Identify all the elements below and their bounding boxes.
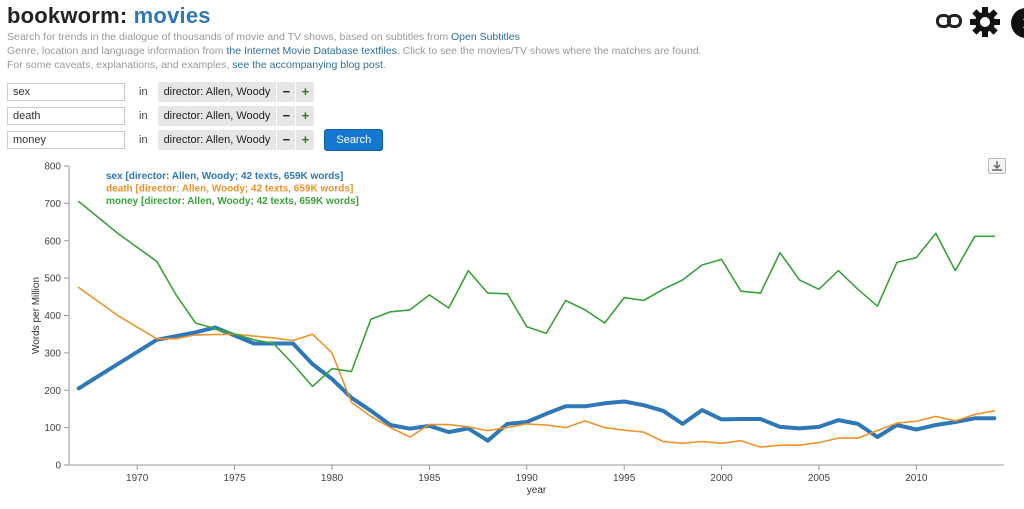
gear-icon[interactable] [969,6,1001,38]
blog-post-link[interactable]: see the accompanying blog post [232,59,383,71]
x-tick-label: 2010 [905,473,928,484]
y-tick-label: 300 [44,348,61,359]
search-button[interactable]: Search [324,129,384,151]
in-label: in [139,86,148,98]
chart-lines [76,200,997,448]
x-axis-title: year [527,485,547,496]
y-tick-label: 500 [44,274,61,285]
x-tick-label: 1985 [418,473,441,484]
title-corpus: movies [133,3,211,28]
series-line-0 [76,325,997,443]
legend-entry-2: money [director: Allen, Woody; 42 texts,… [106,196,359,207]
x-tick-label: 1980 [321,473,344,484]
chart-axes: 0 100 200 300 400 500 600 700 800 1970 1975 1980 198… [31,162,1004,496]
legend-entry-1: death [director: Allen, Woody; 42 texts,… [106,184,353,195]
x-tick-label: 1970 [126,473,149,484]
corpus-selector-3[interactable]: director: Allen, Woody [157,130,277,150]
in-label: in [139,110,148,122]
download-icon[interactable] [988,158,1006,174]
intro-text: Search for trends in the dialogue of tho… [7,30,702,72]
y-axis-title: Words per Million [31,277,42,354]
in-label: in [139,134,148,146]
word-input-3[interactable] [7,131,125,149]
add-query-button[interactable]: + [296,106,315,126]
intro-line-2: Genre, location and language information… [7,45,702,57]
remove-query-button[interactable]: − [277,130,296,150]
series-line-1 [77,286,996,448]
remove-query-button[interactable]: − [277,106,296,126]
query-row-2: in director: Allen, Woody − + [7,106,315,126]
y-tick-label: 200 [44,386,61,397]
x-tick-label: 1995 [613,473,636,484]
y-tick-label: 0 [55,461,61,472]
corpus-selector-1[interactable]: director: Allen, Woody [157,82,277,102]
open-subtitles-link[interactable]: Open Subtitles [450,31,520,43]
app-title: bookworm: movies [7,3,211,29]
chart-legend: sex [director: Allen, Woody; 42 texts, 6… [106,171,359,207]
y-tick-label: 600 [44,236,61,247]
info-circle-icon[interactable]: i [1011,8,1024,38]
y-tick-label: 400 [44,311,61,322]
intro-line-3: For some caveats, explanations, and exam… [7,59,386,71]
remove-query-button[interactable]: − [277,82,296,102]
y-tick-label: 100 [44,423,61,434]
intro-line-1: Search for trends in the dialogue of tho… [7,31,520,43]
series-line-2 [77,200,996,388]
title-bookworm: bookworm: [7,3,128,28]
imdb-link[interactable]: the Internet Movie Database textfiles [226,45,397,57]
x-tick-label: 2000 [710,473,733,484]
query-row-1: in director: Allen, Woody − + [7,82,315,102]
query-row-3: in director: Allen, Woody − + Search [7,129,384,151]
corpus-selector-2[interactable]: director: Allen, Woody [157,106,277,126]
word-input-2[interactable] [7,107,125,125]
add-query-button[interactable]: + [296,130,315,150]
chain-link-icon[interactable] [936,12,962,30]
word-input-1[interactable] [7,83,125,101]
x-tick-label: 2005 [808,473,831,484]
x-tick-label: 1990 [516,473,539,484]
add-query-button[interactable]: + [296,82,315,102]
legend-entry-0: sex [director: Allen, Woody; 42 texts, 6… [106,171,343,182]
x-tick-label: 1975 [223,473,246,484]
y-tick-label: 700 [44,199,61,210]
y-tick-label: 800 [44,162,61,173]
